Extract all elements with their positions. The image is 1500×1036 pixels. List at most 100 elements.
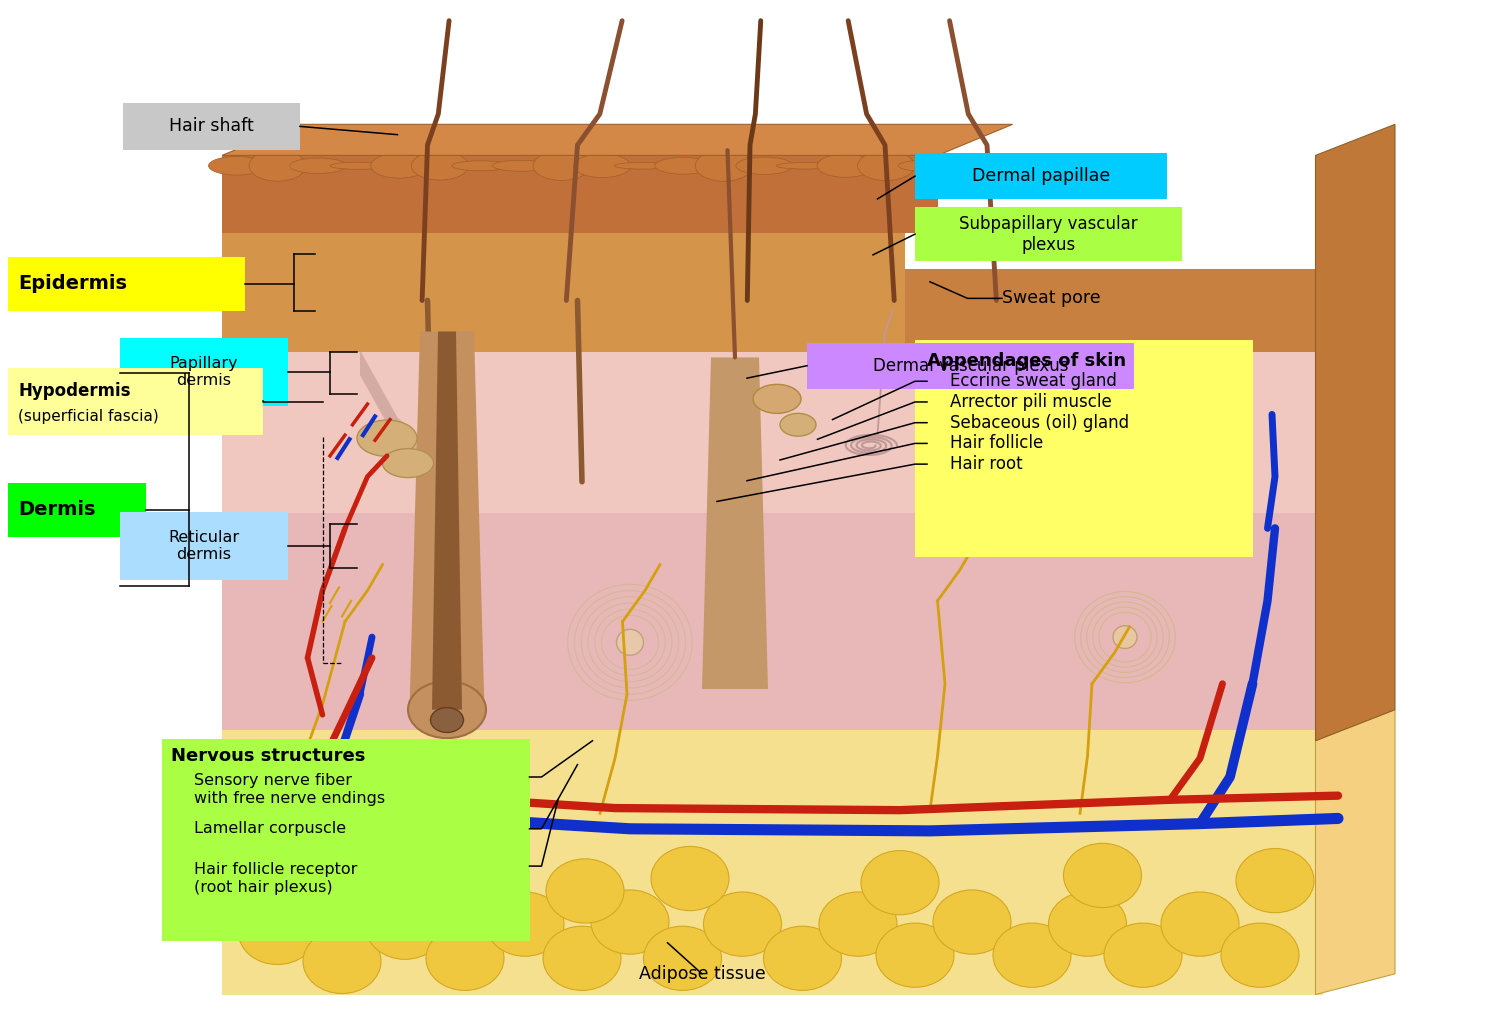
Text: Eccrine sweat gland: Eccrine sweat gland xyxy=(950,372,1116,391)
Text: Hair root: Hair root xyxy=(950,455,1022,473)
Ellipse shape xyxy=(426,926,504,990)
Ellipse shape xyxy=(736,157,794,174)
FancyBboxPatch shape xyxy=(915,153,1167,199)
Ellipse shape xyxy=(330,163,387,169)
Ellipse shape xyxy=(898,161,956,171)
FancyBboxPatch shape xyxy=(120,512,288,580)
FancyBboxPatch shape xyxy=(222,155,938,233)
Ellipse shape xyxy=(1274,349,1312,380)
Ellipse shape xyxy=(1064,843,1142,908)
Text: Dermal vascular plexus: Dermal vascular plexus xyxy=(873,356,1068,375)
Ellipse shape xyxy=(780,413,816,436)
FancyBboxPatch shape xyxy=(222,233,904,352)
Ellipse shape xyxy=(238,900,316,965)
Text: Epidermis: Epidermis xyxy=(18,275,128,293)
Ellipse shape xyxy=(532,151,590,180)
Ellipse shape xyxy=(927,349,966,380)
Ellipse shape xyxy=(249,150,306,181)
Ellipse shape xyxy=(1224,349,1263,380)
Ellipse shape xyxy=(616,630,644,656)
Ellipse shape xyxy=(366,895,444,959)
Ellipse shape xyxy=(543,926,621,990)
Polygon shape xyxy=(1316,710,1395,995)
Ellipse shape xyxy=(976,349,1016,380)
Ellipse shape xyxy=(438,851,516,915)
FancyBboxPatch shape xyxy=(120,338,288,406)
FancyBboxPatch shape xyxy=(222,513,1323,730)
Ellipse shape xyxy=(209,156,266,175)
Ellipse shape xyxy=(696,150,753,181)
Text: Hair shaft: Hair shaft xyxy=(170,117,254,136)
Ellipse shape xyxy=(993,923,1071,987)
Text: Papillary
dermis: Papillary dermis xyxy=(170,355,238,388)
Ellipse shape xyxy=(492,161,549,171)
Ellipse shape xyxy=(411,151,468,180)
Text: Hypodermis: Hypodermis xyxy=(18,382,130,400)
Ellipse shape xyxy=(573,154,630,177)
Text: Adipose tissue: Adipose tissue xyxy=(639,965,765,983)
Ellipse shape xyxy=(878,349,916,380)
FancyBboxPatch shape xyxy=(8,257,244,311)
Ellipse shape xyxy=(876,923,954,987)
FancyBboxPatch shape xyxy=(123,103,300,150)
Ellipse shape xyxy=(933,890,1011,954)
Ellipse shape xyxy=(678,349,717,380)
Ellipse shape xyxy=(1113,626,1137,649)
Text: Sensory nerve fiber
with free nerve endings: Sensory nerve fiber with free nerve endi… xyxy=(194,773,384,806)
Ellipse shape xyxy=(1048,892,1126,956)
Ellipse shape xyxy=(357,421,417,457)
Ellipse shape xyxy=(778,349,818,380)
Ellipse shape xyxy=(614,163,670,169)
Ellipse shape xyxy=(530,349,568,380)
Ellipse shape xyxy=(777,163,834,169)
Ellipse shape xyxy=(819,892,897,956)
Ellipse shape xyxy=(861,851,939,915)
Ellipse shape xyxy=(858,151,915,180)
Ellipse shape xyxy=(704,892,782,956)
Ellipse shape xyxy=(764,926,842,990)
Ellipse shape xyxy=(1125,349,1164,380)
Ellipse shape xyxy=(282,349,321,380)
Text: Appendages of skin: Appendages of skin xyxy=(927,351,1126,370)
Ellipse shape xyxy=(651,846,729,911)
Ellipse shape xyxy=(1236,848,1314,913)
Ellipse shape xyxy=(546,859,624,923)
Ellipse shape xyxy=(1076,349,1114,380)
Ellipse shape xyxy=(290,159,346,173)
Ellipse shape xyxy=(1161,892,1239,956)
Text: Lamellar corpuscle: Lamellar corpuscle xyxy=(194,822,345,836)
Ellipse shape xyxy=(314,864,392,928)
Ellipse shape xyxy=(644,926,722,990)
FancyBboxPatch shape xyxy=(8,368,262,435)
Ellipse shape xyxy=(332,349,370,380)
FancyBboxPatch shape xyxy=(162,739,530,941)
Ellipse shape xyxy=(828,349,867,380)
Text: Nervous structures: Nervous structures xyxy=(171,747,366,766)
Ellipse shape xyxy=(1104,923,1182,987)
FancyBboxPatch shape xyxy=(915,207,1182,261)
Text: (superficial fascia): (superficial fascia) xyxy=(18,409,159,424)
Ellipse shape xyxy=(654,157,711,174)
Ellipse shape xyxy=(430,349,470,380)
Ellipse shape xyxy=(452,161,509,171)
Polygon shape xyxy=(222,124,1012,155)
Ellipse shape xyxy=(1026,349,1065,380)
Text: Arrector pili muscle: Arrector pili muscle xyxy=(950,393,1112,411)
FancyBboxPatch shape xyxy=(904,269,1323,352)
Text: Hair follicle: Hair follicle xyxy=(950,434,1042,453)
Ellipse shape xyxy=(753,384,801,413)
Ellipse shape xyxy=(591,890,669,954)
Ellipse shape xyxy=(480,349,519,380)
Ellipse shape xyxy=(628,349,668,380)
Ellipse shape xyxy=(728,349,766,380)
Ellipse shape xyxy=(232,349,272,380)
Text: Dermis: Dermis xyxy=(18,500,96,519)
Polygon shape xyxy=(1316,124,1395,741)
Ellipse shape xyxy=(382,449,433,478)
FancyBboxPatch shape xyxy=(222,730,1323,995)
Ellipse shape xyxy=(1221,923,1299,987)
Ellipse shape xyxy=(579,349,618,380)
Ellipse shape xyxy=(1174,349,1214,380)
Text: Dermal papillae: Dermal papillae xyxy=(972,167,1110,185)
Ellipse shape xyxy=(486,892,564,956)
